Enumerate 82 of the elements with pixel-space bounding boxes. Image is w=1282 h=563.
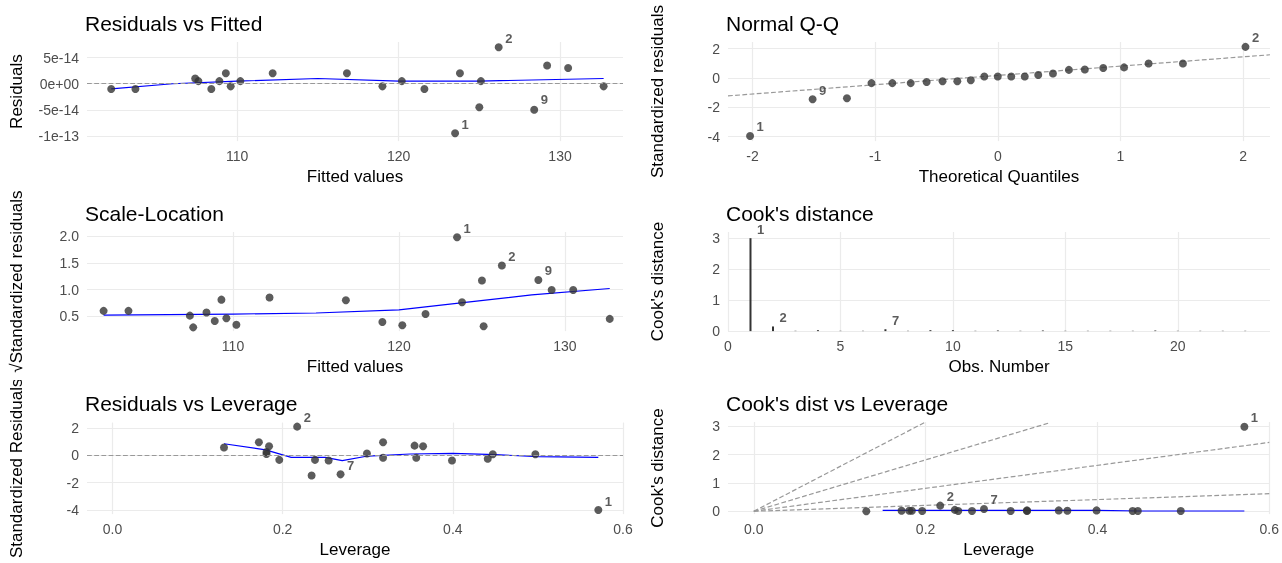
y-tick-label: 0 [712, 323, 721, 340]
y-tick-label: 0 [712, 503, 721, 520]
annotation: 1 [463, 220, 471, 236]
y-tick-label: 1 [712, 292, 721, 309]
x-axis-title: Theoretical Quantiles [918, 167, 1080, 186]
annotation: 9 [540, 92, 548, 108]
x-axis-title: Obs. Number [948, 357, 1050, 376]
x-tick-label: 0.6 [1259, 521, 1280, 538]
y-axis-title: √Standardized residuals [7, 190, 26, 373]
x-tick-label: 5 [836, 338, 845, 355]
y-tick-label: 1 [712, 474, 721, 491]
x-tick-label: 0.2 [915, 521, 936, 538]
chart-title: Cook's dist vs Leverage [726, 392, 949, 415]
y-axis-title: Residuals [7, 54, 26, 129]
x-tick-label: 130 [548, 148, 572, 165]
chart-title: Residuals vs Fitted [85, 12, 263, 35]
x-tick-label: 10 [945, 338, 961, 355]
annotation: 1 [461, 116, 469, 132]
x-tick-label: 110 [221, 338, 245, 355]
annotation: 2 [946, 489, 954, 505]
y-tick-label: -4 [66, 502, 80, 518]
annotation: 7 [347, 457, 355, 473]
annotation: 7 [891, 312, 900, 328]
y-tick-label: 1.0 [59, 281, 80, 298]
x-axis-title: Fitted values [306, 357, 404, 376]
annotation: 1 [1250, 410, 1259, 426]
x-tick-label: 0.6 [613, 521, 633, 538]
annotation: 9 [819, 82, 827, 98]
annotation: 9 [544, 263, 553, 279]
x-tick-label: 15 [1057, 338, 1074, 355]
x-tick-label: 0.4 [1087, 521, 1108, 538]
y-tick-label: 0e+00 [39, 75, 80, 92]
y-tick-label: 2 [712, 261, 721, 278]
y-tick-label: 3 [712, 418, 721, 435]
x-tick-label: 1 [1116, 148, 1125, 165]
annotation: 2 [1251, 30, 1260, 46]
x-tick-label: 0 [993, 148, 1002, 165]
y-tick-label: 2.0 [59, 228, 80, 245]
annotation: 2 [303, 410, 311, 426]
y-tick-label: -1e-13 [38, 127, 80, 144]
y-tick-label: 0 [71, 447, 80, 464]
annotation: 2 [505, 31, 513, 47]
x-tick-label: 0 [724, 338, 733, 355]
chart-title: Residuals vs Leverage [85, 392, 298, 415]
x-axis-title: Leverage [963, 540, 1035, 559]
y-tick-label: 3 [712, 230, 721, 247]
y-tick-label: 2 [71, 420, 80, 437]
x-tick-label: 0.0 [102, 521, 123, 538]
chart-title: Scale-Location [85, 202, 224, 225]
x-tick-label: 2 [1239, 148, 1248, 165]
x-tick-label: 0.4 [443, 521, 463, 538]
y-tick-label: -5e-14 [38, 101, 80, 118]
x-tick-label: 130 [553, 338, 577, 355]
y-axis-title: Standardized Residuals [7, 378, 26, 559]
x-tick-label: 120 [387, 338, 411, 355]
annotation: 2 [508, 249, 516, 265]
y-tick-label: -2 [66, 474, 80, 491]
x-axis-title: Leverage [319, 540, 391, 559]
y-tick-label: 5e-14 [43, 49, 80, 66]
y-tick-label: -4 [707, 128, 721, 145]
y-axis-title: Cook's distance [648, 408, 667, 528]
x-tick-label: 20 [1170, 338, 1186, 355]
y-tick-label: 1.5 [59, 254, 80, 271]
annotation: 1 [604, 493, 613, 509]
annotation: 1 [756, 119, 764, 135]
y-axis-title: Standardized residuals [648, 5, 667, 179]
y-axis-title: Cook's distance [648, 221, 667, 342]
y-tick-label: 2 [712, 40, 721, 57]
chart-title: Normal Q-Q [726, 12, 840, 35]
x-tick-label: 0.2 [272, 521, 293, 538]
x-tick-label: -2 [746, 148, 759, 165]
y-tick-label: 0.5 [59, 308, 80, 325]
y-tick-label: 0 [712, 69, 721, 86]
y-tick-label: 2 [712, 446, 721, 463]
x-tick-label: 120 [386, 148, 411, 165]
x-tick-label: -1 [868, 148, 882, 165]
x-axis-title: Fitted values [306, 167, 404, 186]
y-tick-label: -2 [707, 99, 721, 116]
x-tick-label: 110 [225, 148, 249, 165]
annotation: 2 [779, 309, 787, 325]
annotation: 7 [990, 492, 998, 508]
x-tick-label: 0.0 [744, 521, 764, 538]
